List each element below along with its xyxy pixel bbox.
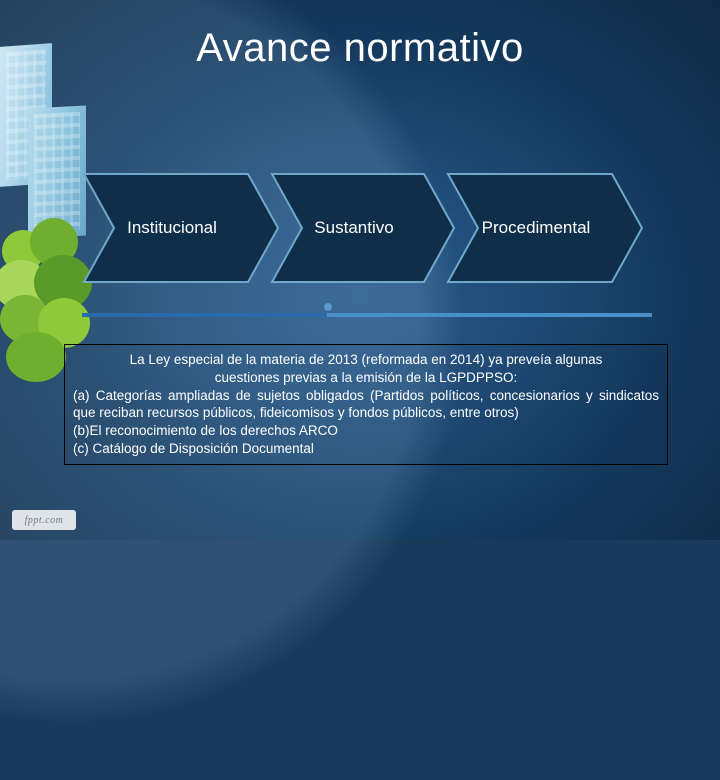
content-intro-line2: cuestiones previas a la emisión de la LG… bbox=[73, 369, 659, 387]
chevron-label: Procedimental bbox=[482, 218, 609, 238]
footer-label: fppt.com bbox=[25, 515, 64, 526]
content-item-c: (c) Catálogo de Disposición Documental bbox=[73, 440, 659, 458]
content-item-a: (a) Categorías ampliadas de sujetos obli… bbox=[73, 387, 659, 423]
chevron-sustantivo: Sustantivo bbox=[270, 172, 456, 284]
chevron-label: Sustantivo bbox=[314, 218, 411, 238]
divider-dot bbox=[324, 303, 332, 311]
slide-title: Avance normativo bbox=[0, 26, 720, 71]
chevron-label: Institucional bbox=[127, 218, 235, 238]
chevron-institucional: Institucional bbox=[82, 172, 280, 284]
divider-line bbox=[82, 313, 652, 317]
chevron-row: Institucional Sustantivo Procedimental bbox=[82, 172, 652, 284]
content-item-b: (b)El reconocimiento de los derechos ARC… bbox=[73, 422, 659, 440]
content-box: La Ley especial de la materia de 2013 (r… bbox=[64, 344, 668, 465]
footer-logo: fppt.com bbox=[12, 510, 76, 530]
chevron-procedimental: Procedimental bbox=[446, 172, 644, 284]
content-intro-line1: La Ley especial de la materia de 2013 (r… bbox=[73, 351, 659, 369]
